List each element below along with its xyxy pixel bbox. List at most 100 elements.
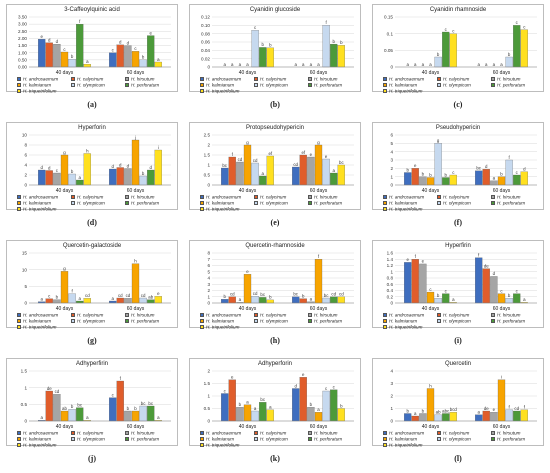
legend-label: H. calycinum — [77, 312, 104, 318]
bar — [419, 263, 427, 304]
bar-significance-label: bc — [260, 397, 265, 402]
legend-swatch — [308, 194, 312, 199]
legend-item: H. kalmianum — [200, 436, 234, 441]
bar-significance-label: b — [429, 172, 432, 177]
chart-panel: Adhyperforin 0 0.5 1 1.5 2 c e b a a bc a 40 days d e b a… — [189, 358, 361, 447]
y-tick-label: 0.10 — [201, 23, 210, 28]
bar — [513, 25, 521, 68]
bar-significance-label: a — [157, 57, 160, 62]
x-category-label: 60 days — [127, 70, 145, 76]
bar-significance-label: a — [78, 296, 81, 301]
chart-title: Cyanidin rhamnoside — [429, 7, 487, 13]
bar — [139, 297, 147, 304]
bar-significance-label: cd — [238, 157, 243, 162]
bar — [154, 149, 162, 186]
bar-significance-label: a — [429, 62, 432, 67]
legend-label: H. calycinum — [443, 194, 470, 200]
legend-item: H. olympicum — [254, 82, 288, 87]
legend-swatch — [17, 324, 21, 329]
panel-letter: (i) — [454, 336, 462, 345]
legend-label: H. hirsutum — [497, 312, 521, 318]
y-tick-label: 1 — [390, 174, 393, 179]
bar-significance-label: a — [317, 407, 320, 412]
bar-significance-label: a — [231, 62, 234, 67]
x-category-label: 60 days — [310, 188, 328, 194]
bar-significance-label: b — [269, 43, 272, 48]
bar-significance-label: b — [422, 408, 425, 413]
legend-label: H. hirsutum — [314, 430, 338, 436]
legend-label: H. hirsutum — [314, 76, 338, 82]
bar-significance-label: a — [302, 62, 305, 67]
bar — [449, 412, 457, 422]
y-tick-label: 1.5 — [204, 381, 211, 386]
bar-significance-label: e — [246, 269, 249, 274]
legend-item: H. kalmianum — [17, 436, 51, 441]
bar — [434, 56, 442, 68]
bar-significance-label: h — [134, 258, 137, 263]
bar-significance-label: a — [40, 415, 43, 420]
bar — [482, 410, 490, 422]
bar — [266, 409, 274, 422]
bar — [307, 407, 315, 422]
legend-swatch — [383, 194, 387, 199]
bar — [38, 39, 46, 68]
legend-label: H. kalmianum — [23, 318, 52, 324]
legend-item: H. olympicum — [254, 318, 288, 323]
bar — [68, 59, 76, 68]
legend-label: H. androsaemum — [206, 194, 242, 200]
legend-swatch — [437, 82, 441, 87]
legend-item: H. calycinum — [71, 76, 103, 81]
bar — [221, 299, 229, 304]
bar-significance-label: f — [79, 19, 81, 24]
y-tick-label: 4 — [390, 149, 393, 154]
y-tick-label: 0 — [390, 419, 393, 424]
bar — [337, 164, 345, 186]
legend-item: H. olympicum — [437, 200, 471, 205]
bar — [299, 377, 307, 422]
bar-significance-label: g — [317, 140, 320, 145]
bar-significance-label: de — [484, 406, 489, 411]
bar — [322, 158, 330, 186]
bar-significance-label: cd — [55, 389, 60, 394]
y-tick-label: 4 — [207, 276, 210, 281]
bar-significance-label: b — [71, 54, 74, 59]
legend-label: H. kalmianum — [206, 436, 235, 442]
y-tick-label: 3.00 — [18, 22, 27, 27]
legend-swatch — [71, 312, 75, 317]
legend-label: H. calycinum — [443, 76, 470, 82]
legend-label: H. perforatum — [314, 200, 343, 206]
legend-item: H. perforatum — [125, 82, 159, 87]
bar-significance-label: a — [157, 415, 160, 420]
bar — [76, 179, 84, 186]
bar — [520, 409, 528, 422]
legend: H. androsaemum H. calycinum H. hirsutum H. … — [200, 312, 358, 329]
legend-swatch — [383, 312, 387, 317]
bar — [83, 298, 91, 304]
legend-item: H. triquetrifolium — [383, 88, 422, 93]
bar-significance-label: e — [493, 407, 496, 412]
bar-significance-label: a — [40, 296, 43, 301]
legend-label: H. androsaemum — [206, 76, 242, 82]
bar-significance-label: d — [48, 165, 51, 170]
bar-significance-label: c — [516, 20, 519, 25]
bar-significance-label: a — [485, 62, 488, 67]
legend-item: H. androsaemum — [383, 76, 424, 81]
legend-label: H. triquetrifolium — [389, 206, 423, 212]
bar-significance-label: a — [86, 415, 89, 420]
bar — [322, 390, 330, 422]
panel-letter: (k) — [270, 454, 280, 463]
chart-title: Hyperfirin — [445, 243, 471, 249]
legend-item: H. hirsutum — [491, 194, 521, 199]
bar-significance-label: c — [254, 25, 257, 30]
legend-label: H. calycinum — [260, 312, 287, 318]
bar-significance-label: a — [239, 297, 242, 302]
bar — [124, 168, 132, 186]
bar-significance-label: bc — [148, 401, 153, 406]
bar — [147, 299, 155, 304]
legend-swatch — [200, 200, 204, 205]
bar-significance-label: a — [223, 62, 226, 67]
bar-significance-label: a — [406, 62, 409, 67]
y-tick-label: 1 — [390, 269, 393, 274]
bar — [314, 412, 323, 422]
